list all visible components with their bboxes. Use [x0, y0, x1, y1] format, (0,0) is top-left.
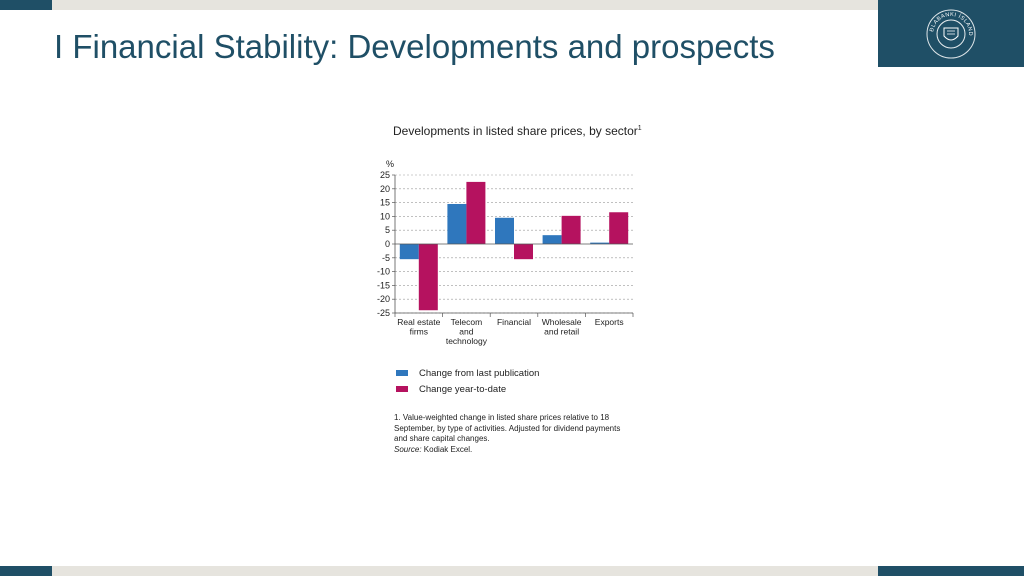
- legend-swatch-series-1: [396, 370, 408, 376]
- logo-text: SEÐLABANKI ÍSLANDS: [925, 8, 973, 36]
- y-tick-label: -5: [382, 253, 390, 263]
- x-tick-label: and retail: [544, 327, 579, 337]
- x-tick-label: firms: [410, 327, 428, 337]
- bar-series-1: [590, 242, 610, 244]
- sedlabanki-islands-seal-icon: SEÐLABANKI ÍSLANDS: [925, 8, 976, 59]
- bottom-accent-left: [0, 566, 52, 576]
- y-tick-label: 5: [385, 225, 390, 235]
- legend-item-series-2: Change year-to-date: [396, 381, 539, 397]
- y-tick-label: 10: [380, 211, 390, 221]
- chart-title-note-marker: 1: [637, 125, 642, 132]
- x-tick-label: Wholesale: [542, 317, 582, 327]
- bottom-accent-right: [878, 566, 1024, 576]
- bar-series-2: [466, 181, 486, 244]
- bar-series-2: [418, 244, 438, 311]
- y-tick-label: -10: [377, 267, 390, 277]
- bar-series-1: [399, 244, 419, 260]
- legend-label-series-1: Change from last publication: [419, 367, 540, 379]
- bar-series-2: [609, 212, 629, 244]
- x-tick-label: Financial: [497, 317, 531, 327]
- source-text: Kodiak Excel.: [421, 445, 473, 454]
- y-tick-label: -20: [377, 294, 390, 304]
- chart-footnote: 1. Value-weighted change in listed share…: [394, 413, 621, 443]
- legend-item-series-1: Change from last publication: [396, 365, 539, 381]
- bar-series-2: [561, 215, 581, 244]
- x-tick-label: Telecom: [451, 317, 483, 327]
- y-tick-label: 15: [380, 198, 390, 208]
- y-tick-label: 20: [380, 184, 390, 194]
- logo-box: SEÐLABANKI ÍSLANDS: [878, 0, 1024, 67]
- bar-series-2: [514, 244, 533, 260]
- bar-series-1: [447, 203, 467, 244]
- chart-legend: Change from last publication Change year…: [396, 365, 539, 397]
- x-tick-label: Exports: [595, 317, 624, 327]
- y-tick-label: -25: [377, 308, 390, 318]
- top-accent-bar: [0, 0, 52, 10]
- source-label: Source:: [394, 445, 422, 454]
- bar-series-1: [495, 217, 514, 244]
- chart-title-text: Developments in listed share prices, by …: [393, 124, 638, 138]
- y-axis-unit-label: %: [386, 159, 394, 169]
- chart-source: Source: Kodiak Excel.: [394, 445, 472, 454]
- legend-swatch-series-2: [396, 386, 408, 392]
- bar-series-1: [542, 235, 562, 244]
- y-tick-label: 25: [380, 170, 390, 180]
- y-tick-label: -15: [377, 280, 390, 290]
- legend-label-series-2: Change year-to-date: [419, 383, 507, 395]
- slide-title: I Financial Stability: Developments and …: [54, 28, 775, 65]
- bottom-strip: [0, 566, 1024, 576]
- chart-title: Developments in listed share prices, by …: [393, 124, 642, 138]
- svg-text:SEÐLABANKI ÍSLANDS: SEÐLABANKI ÍSLANDS: [925, 8, 973, 36]
- x-tick-label: technology: [446, 336, 488, 346]
- y-tick-label: 0: [385, 239, 390, 249]
- top-strip: [0, 0, 1024, 10]
- x-tick-label: and: [459, 327, 473, 337]
- x-tick-label: Real estate: [397, 317, 440, 327]
- bar-chart: 25 20 15 10 5 0 -5 -10 -15 -20 -25% Real estatefirm…: [377, 159, 634, 346]
